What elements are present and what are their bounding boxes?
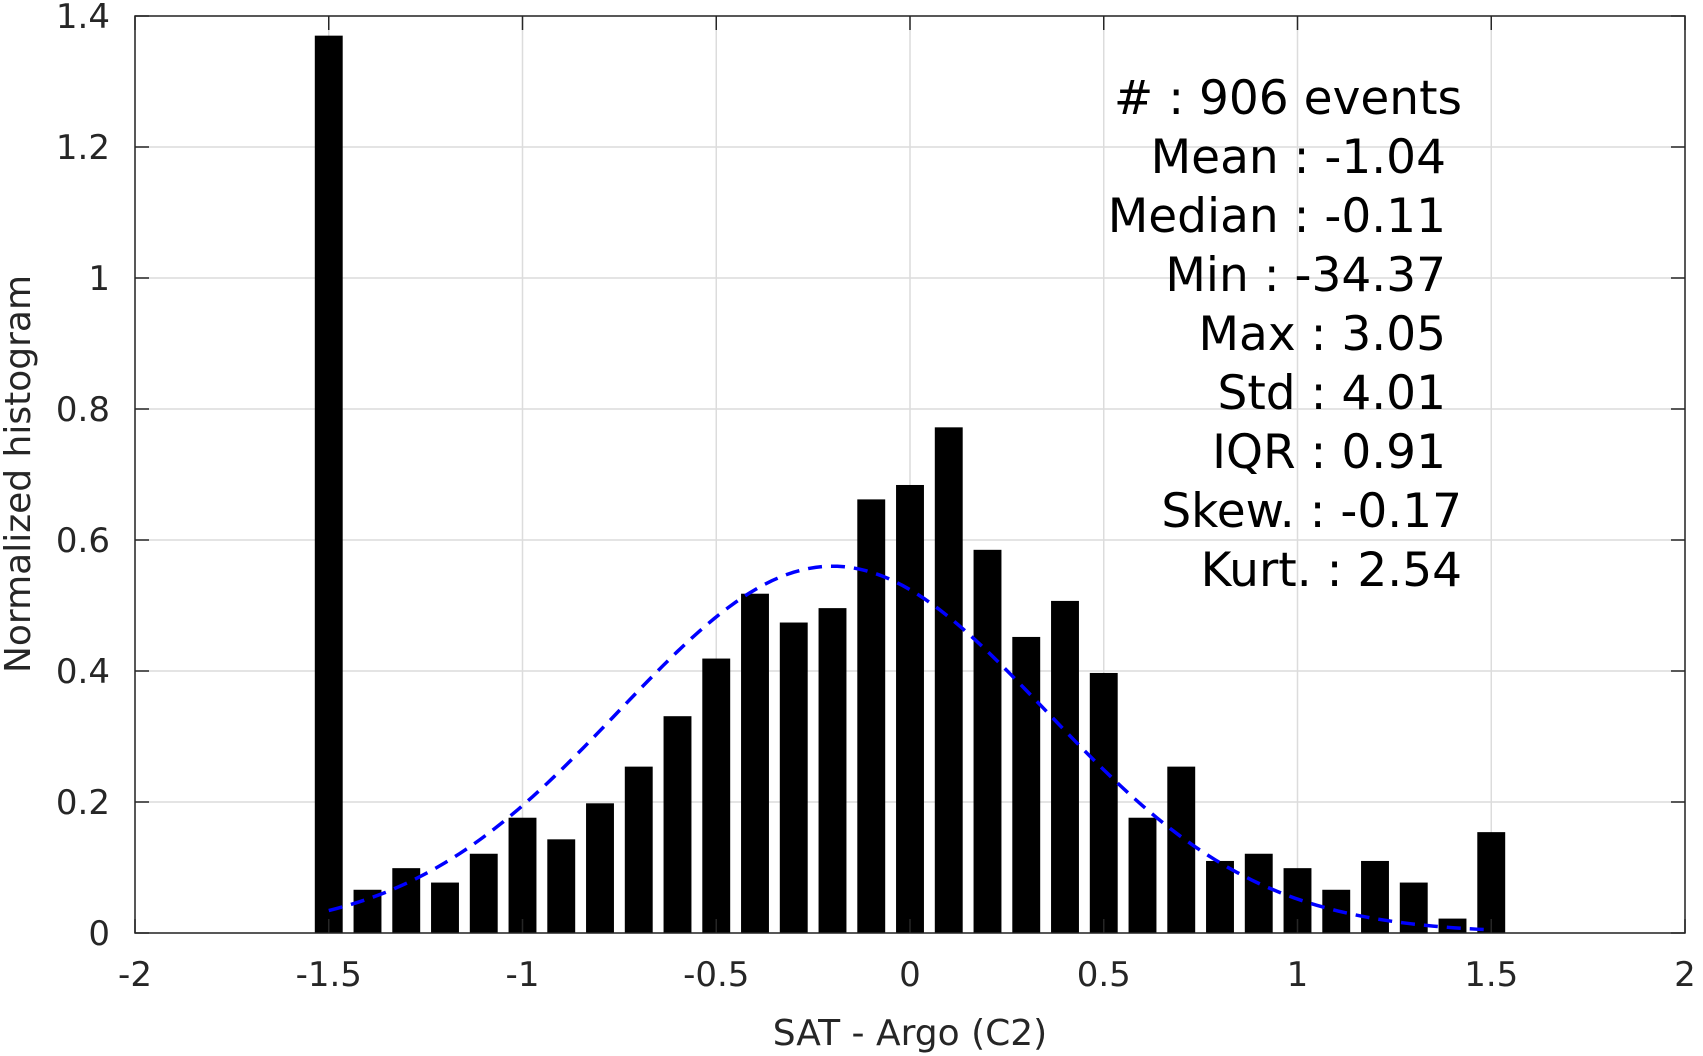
stats-line: IQR : 0.91 xyxy=(1212,425,1446,480)
y-tick-labels: 0 0.2 0.4 0.6 0.8 1 1.2 1.4 xyxy=(56,0,110,954)
y-tick-label: 1.4 xyxy=(56,0,110,37)
histogram-bar xyxy=(624,766,653,933)
tick-marks xyxy=(134,15,1686,934)
histogram-bar xyxy=(896,484,924,933)
stats-line: Median : -0.11 xyxy=(1108,189,1446,244)
stats-line: Min : -34.37 xyxy=(1165,248,1446,303)
stats-line: Std : 4.01 xyxy=(1218,366,1446,421)
x-tick-label: -0.5 xyxy=(683,955,749,995)
histogram-bar xyxy=(1167,766,1196,933)
histogram-bar xyxy=(314,35,343,933)
x-tick-label: -1 xyxy=(506,955,540,995)
stats-line: Max : 3.05 xyxy=(1198,307,1446,362)
x-tick-labels: -2 -1.5 -1 -0.5 0 0.5 1 1.5 2 xyxy=(118,955,1696,995)
histogram-bar xyxy=(857,499,886,933)
y-tick-label: 0.6 xyxy=(56,521,110,561)
histogram-bar xyxy=(1477,832,1506,933)
stats-line: Skew. : -0.17 xyxy=(1161,484,1462,539)
histogram-bar xyxy=(1089,672,1118,933)
histogram-bar xyxy=(1012,636,1041,933)
histogram-bar xyxy=(1128,817,1157,933)
x-tick-label: 2 xyxy=(1674,955,1696,995)
histogram-bar xyxy=(1051,600,1079,933)
histogram-bar xyxy=(1244,853,1273,933)
histogram-bar xyxy=(973,549,1002,933)
histogram-bar xyxy=(1438,918,1467,933)
histogram-bar xyxy=(702,658,731,933)
x-tick-label: 0.5 xyxy=(1077,955,1131,995)
histogram-bar xyxy=(431,882,459,933)
y-tick-label: 0.2 xyxy=(56,783,110,823)
histogram-bar xyxy=(547,839,576,933)
histogram-bar xyxy=(586,803,614,933)
y-tick-label: 0.4 xyxy=(56,652,110,692)
x-tick-label: 1.5 xyxy=(1464,955,1518,995)
histogram-bar xyxy=(934,427,963,933)
x-tick-label: -2 xyxy=(118,955,152,995)
histogram-bar xyxy=(469,853,498,933)
stats-line: Kurt. : 2.54 xyxy=(1201,543,1462,598)
x-tick-label: 1 xyxy=(1287,955,1309,995)
y-tick-label: 1.2 xyxy=(56,128,110,168)
x-tick-label: -1.5 xyxy=(296,955,362,995)
histogram-bar xyxy=(779,622,808,933)
histogram-bar xyxy=(1206,860,1234,933)
stats-line: # : 906 events xyxy=(1114,71,1462,126)
stats-line: Mean : -1.04 xyxy=(1151,130,1446,185)
histogram-bar xyxy=(1361,860,1389,933)
y-tick-label: 0.8 xyxy=(56,390,110,430)
histogram-bar xyxy=(741,593,769,933)
histogram-bar xyxy=(508,817,537,933)
x-axis-title: SAT - Argo (C2) xyxy=(773,1013,1047,1054)
x-tick-label: 0 xyxy=(899,955,921,995)
bar-series xyxy=(314,35,1506,933)
histogram-bar xyxy=(663,716,692,933)
y-tick-label: 1 xyxy=(88,259,110,299)
y-axis-title: Normalized histogram xyxy=(0,275,39,673)
y-tick-label: 0 xyxy=(88,914,110,954)
histogram-bar xyxy=(818,608,847,933)
fit-curve xyxy=(328,564,1492,932)
